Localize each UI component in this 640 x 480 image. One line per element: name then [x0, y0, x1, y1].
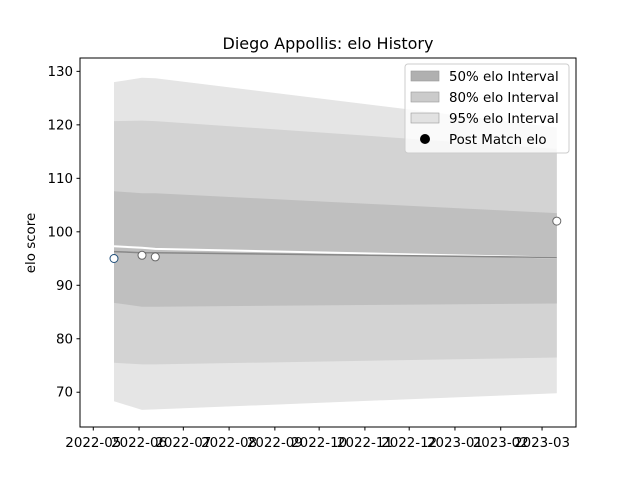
x-axis-ticks: 2022-052022-062022-072022-082022-092022-… — [65, 427, 570, 451]
legend-label-4: Post Match elo — [449, 133, 547, 148]
interval-bands — [114, 77, 557, 410]
y-tick-label: 70 — [56, 386, 73, 401]
x-tick-label: 2022-12 — [381, 436, 437, 451]
legend-swatch-2 — [410, 91, 440, 103]
post-match-point-3 — [150, 252, 160, 262]
legend-label-1: 50% elo Interval — [449, 70, 559, 85]
post-match-point-1 — [109, 254, 119, 263]
post-match-point-4 — [552, 216, 562, 226]
plot-area-frame — [79, 57, 577, 428]
x-tick-label: 2023-01 — [427, 436, 483, 451]
legend-swatch-1 — [410, 70, 440, 82]
x-tick-label: 2022-08 — [201, 436, 257, 451]
post-match-points — [109, 216, 562, 263]
y-tick-label: 80 — [56, 332, 73, 347]
legend-label-2: 80% elo Interval — [449, 91, 559, 106]
chart-title: Diego Appollis: elo History — [223, 34, 434, 53]
y-axis-ticks: 70 80 90 100 110 120 130 — [47, 65, 80, 401]
pre-match-elo-line — [113, 245, 557, 259]
y-tick-label: 130 — [47, 65, 73, 80]
x-tick-label: 2023-03 — [514, 436, 570, 451]
x-tick-label: 2022-07 — [155, 436, 211, 451]
x-tick-label: 2022-05 — [65, 436, 121, 451]
y-tick-label: 100 — [47, 225, 73, 240]
x-tick-label: 2022-09 — [247, 436, 303, 451]
y-tick-label: 120 — [47, 118, 73, 133]
legend-swatch-3 — [410, 112, 440, 124]
legend-box — [404, 63, 570, 154]
y-tick-label: 110 — [47, 172, 73, 187]
x-tick-label: 2023-02 — [473, 436, 529, 451]
legend: 50% elo Interval 80% elo Interval 95% elo … — [404, 63, 570, 154]
x-tick-label: 2022-06 — [111, 436, 167, 451]
x-tick-label: 2022-11 — [337, 436, 393, 451]
y-tick-label: 90 — [56, 279, 73, 294]
post-match-point-2 — [137, 250, 147, 260]
legend-label-3: 95% elo Interval — [449, 112, 559, 127]
elo-lines — [113, 245, 557, 259]
x-tick-label: 2022-10 — [291, 436, 347, 451]
mean-elo-line — [113, 250, 557, 259]
legend-marker-icon — [420, 134, 430, 144]
y-axis-label: elo score — [24, 213, 39, 273]
band-50-elo-interval — [114, 191, 557, 307]
